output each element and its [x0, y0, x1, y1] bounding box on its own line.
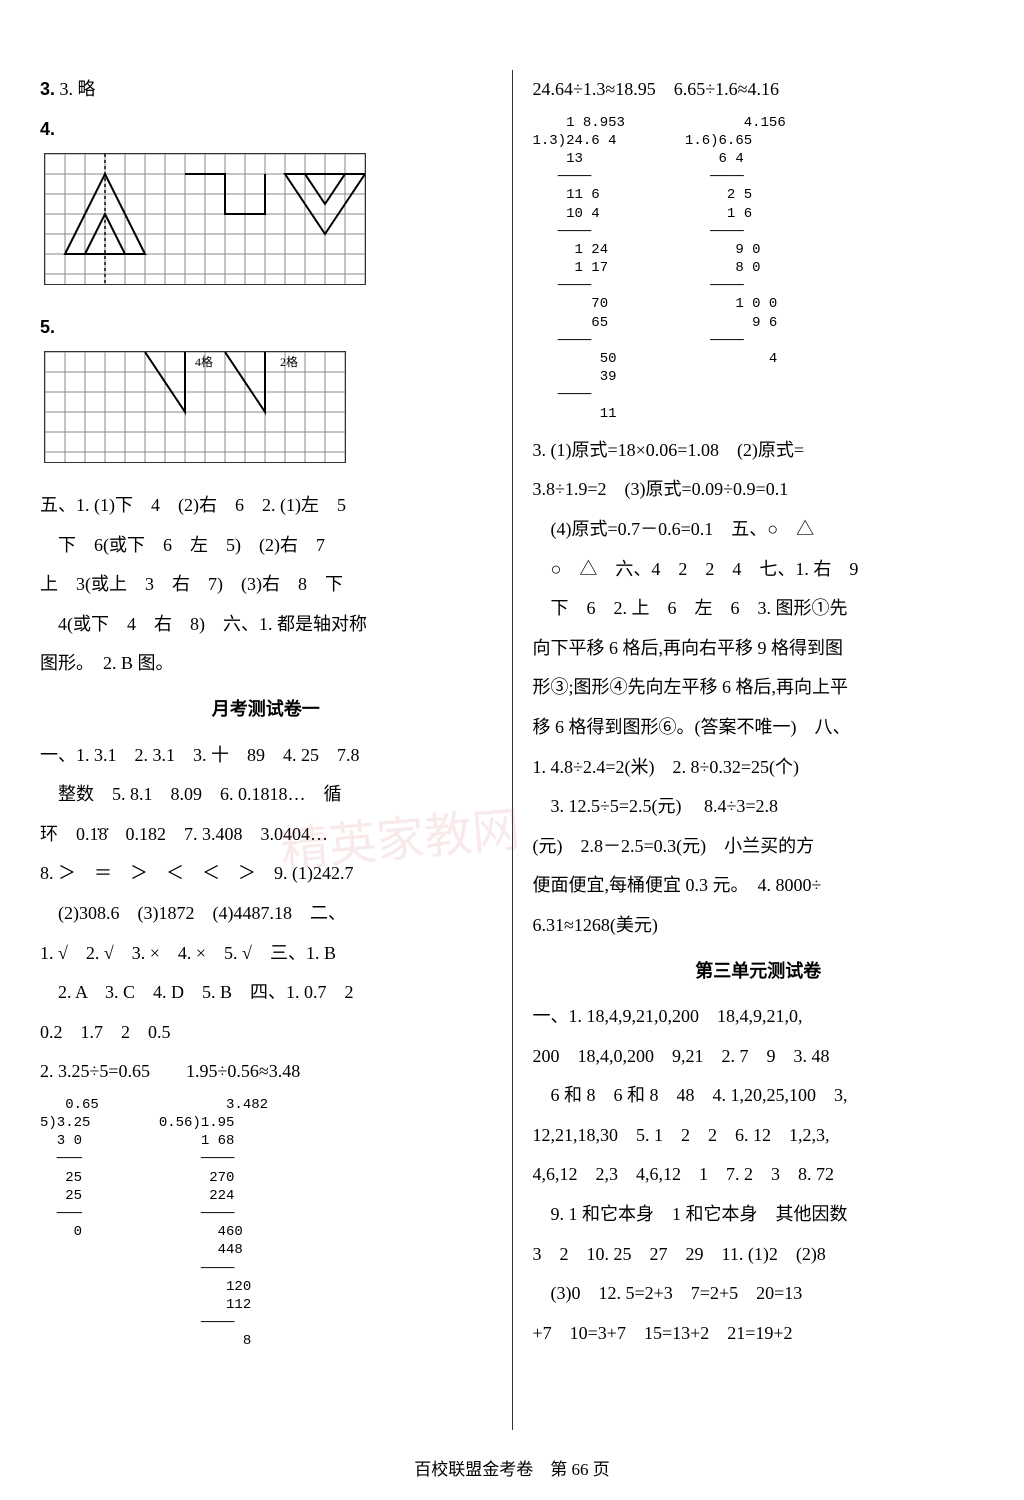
- column-divider: [512, 70, 513, 1430]
- grid-svg-1: [45, 154, 365, 284]
- right-3m: 6.31≈1268(美元): [533, 906, 985, 946]
- item-4-label: 4.: [40, 110, 492, 150]
- figure-4-grid: [44, 153, 366, 285]
- right-3e: 下 6 2. 上 6 左 6 3. 图形①先: [533, 589, 985, 629]
- unit3-line-1: 一、1. 18,4,9,21,0,200 18,4,9,21,0,: [533, 997, 985, 1037]
- page-footer: 百校联盟金考卷 第 66 页: [0, 1455, 1024, 1480]
- long-division-4: 4.156 1.6)6.65 6 4 ──── 2 5 1 6 ──── 9 0…: [685, 114, 786, 423]
- section-5-line-b: 下 6(或下 6 左 5) (2)右 7: [40, 526, 492, 566]
- section-5-line-c: 上 3(或上 3 右 7) (3)右 8 下: [40, 565, 492, 605]
- unit-3-title: 第三单元测试卷: [533, 952, 985, 992]
- right-3b: 3.8÷1.9=2 (3)原式=0.09÷0.9=0.1: [533, 470, 985, 510]
- unit3-line-8: (3)0 12. 5=2+3 7=2+5 20=13: [533, 1274, 985, 1314]
- unit3-line-7: 3 2 10. 25 27 29 11. (1)2 (2)8: [533, 1235, 985, 1275]
- unit3-line-2: 200 18,4,0,200 9,21 2. 7 9 3. 48: [533, 1037, 985, 1077]
- month-line-9: 2. 3.25÷5=0.65 1.95÷0.56≈3.48: [40, 1052, 492, 1092]
- unit3-line-3: 6 和 8 6 和 8 48 4. 1,20,25,100 3,: [533, 1076, 985, 1116]
- right-line-1: 24.64÷1.3≈18.95 6.65÷1.6≈4.16: [533, 70, 985, 110]
- right-3l: 便面便宜,每桶便宜 0.3 元。 4. 8000÷: [533, 866, 985, 906]
- right-3k: (元) 2.8－2.5=0.3(元) 小兰买的方: [533, 827, 985, 867]
- long-division-2: 3.482 0.56)1.95 1 68 ──── 270 224 ──── 4…: [159, 1096, 268, 1351]
- long-division-row-1: 0.65 5)3.25 3 0 ─── 25 25 ─── 0 3.482 0.…: [40, 1092, 492, 1359]
- svg-text:4格: 4格: [195, 354, 213, 369]
- unit3-line-6: 9. 1 和它本身 1 和它本身 其他因数: [533, 1195, 985, 1235]
- grid-svg-2: 4格 2格: [45, 352, 345, 462]
- month-test-title: 月考测试卷一: [40, 690, 492, 730]
- right-3a: 3. (1)原式=18×0.06=1.08 (2)原式=: [533, 431, 985, 471]
- section-5-line-a: 五、1. (1)下 4 (2)右 6 2. (1)左 5: [40, 486, 492, 526]
- unit3-line-4: 12,21,18,30 5. 1 2 2 6. 12 1,2,3,: [533, 1116, 985, 1156]
- month-line-5: (2)308.6 (3)1872 (4)4487.18 二、: [40, 894, 492, 934]
- two-column-layout: 3. 3. 略 4. 5: [40, 70, 984, 1430]
- right-3j: 3. 12.5÷5=2.5(元) 8.4÷3=2.8: [533, 787, 985, 827]
- unit3-line-9: +7 10=3+7 15=13+2 21=19+2: [533, 1314, 985, 1354]
- right-3c: (4)原式=0.7－0.6=0.1 五、○ △: [533, 510, 985, 550]
- month-line-6: 1. √ 2. √ 3. × 4. × 5. √ 三、1. B: [40, 934, 492, 974]
- month-line-1: 一、1. 3.1 2. 3.1 3. 十 89 4. 25 7.8: [40, 736, 492, 776]
- month-line-4: 8. ＞ ＝ ＞ ＜ ＜ ＞ 9. (1)242.7: [40, 854, 492, 894]
- long-division-3: 1 8.953 1.3)24.6 4 13 ──── 11 6 10 4 ───…: [533, 114, 625, 423]
- right-3d: ○ △ 六、4 2 2 4 七、1. 右 9: [533, 550, 985, 590]
- left-column: 3. 3. 略 4. 5: [40, 70, 492, 1430]
- month-line-3: 环 0.1̇8̇ 0.182 7. 3.408 3.0404…: [40, 815, 492, 855]
- figure-5-grid: 4格 2格: [44, 351, 346, 463]
- item-3: 3. 3. 略: [40, 70, 492, 110]
- unit3-line-5: 4,6,12 2,3 4,6,12 1 7. 2 3 8. 72: [533, 1155, 985, 1195]
- long-division-1: 0.65 5)3.25 3 0 ─── 25 25 ─── 0: [40, 1096, 99, 1351]
- month-line-2: 整数 5. 8.1 8.09 6. 0.1818… 循: [40, 775, 492, 815]
- right-3i: 1. 4.8÷2.4=2(米) 2. 8÷0.32=25(个): [533, 748, 985, 788]
- right-3f: 向下平移 6 格后,再向右平移 9 格得到图: [533, 629, 985, 669]
- month-line-7: 2. A 3. C 4. D 5. B 四、1. 0.7 2: [40, 973, 492, 1013]
- right-3g: 形③;图形④先向左平移 6 格后,再向上平: [533, 668, 985, 708]
- item-5-label: 5.: [40, 308, 492, 348]
- section-5-line-e: 图形。 2. B 图。: [40, 644, 492, 684]
- right-3h: 移 6 格得到图形⑥。(答案不唯一) 八、: [533, 708, 985, 748]
- svg-text:2格: 2格: [280, 354, 298, 369]
- long-division-row-2: 1 8.953 1.3)24.6 4 13 ──── 11 6 10 4 ───…: [533, 110, 985, 431]
- right-column: 24.64÷1.3≈18.95 6.65÷1.6≈4.16 1 8.953 1.…: [533, 70, 985, 1430]
- item-3-text: 3. 略: [60, 79, 96, 99]
- month-line-8: 0.2 1.7 2 0.5: [40, 1013, 492, 1053]
- section-5-line-d: 4(或下 4 右 8) 六、1. 都是轴对称: [40, 605, 492, 645]
